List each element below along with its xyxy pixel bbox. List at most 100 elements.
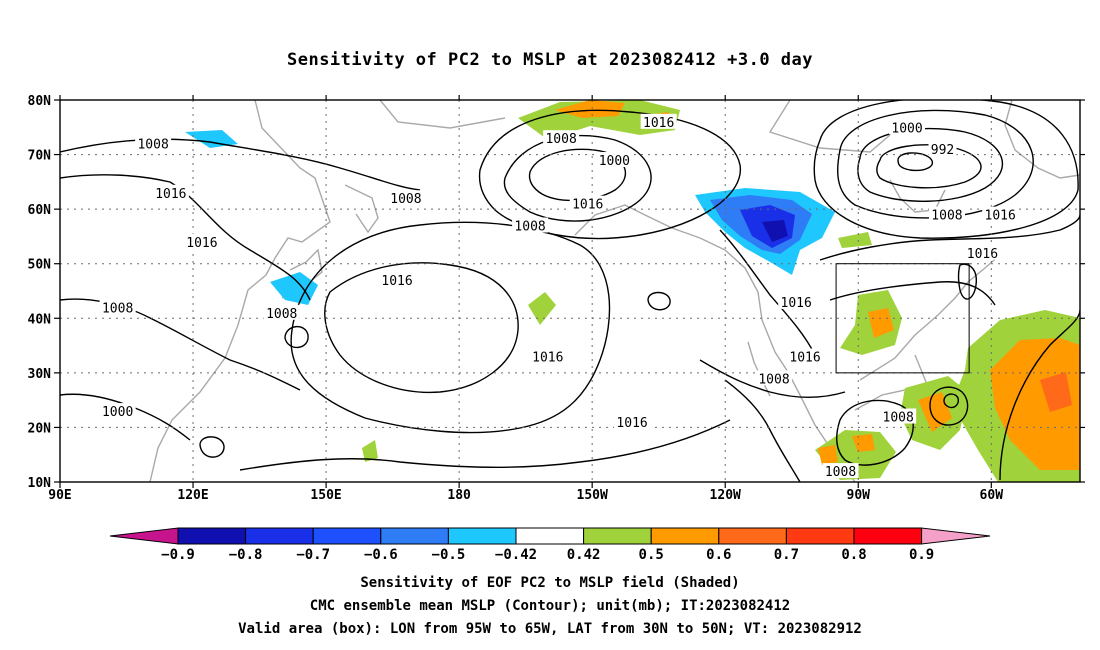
contour-label-bg [596,152,633,168]
contour-label-bg [379,272,416,288]
lon-label: 90E [48,488,71,503]
lon-label: 120E [177,488,208,503]
axis-ticks [54,95,1085,488]
lat-label: 30N [28,367,52,382]
valid-area-box [835,263,970,374]
colorbar-segment [245,527,314,545]
contour-label-bg [543,130,580,146]
colorbar-label: 0.5 [639,547,664,563]
contour-label-bg [135,135,172,151]
shade-orange-atlantic-core [1040,372,1072,412]
contour-label-bg [512,217,549,233]
contour-label-bg [880,408,917,424]
contour-label: 1008 [758,372,789,387]
contour-label: 1008 [545,132,576,147]
axis-labels: 90E 120E 150E 180 150W 120W 90W 60W 80N 70N 60N 50N… [28,94,1004,503]
shade-blue-nw-america-max [762,220,788,242]
contour-label-bg [152,184,189,200]
contour-label-bg [778,293,815,309]
contour-label-bg [964,244,1001,260]
coast-greenland [1004,100,1080,179]
map-frame [59,99,1081,483]
lat-label: 10N [28,476,52,491]
caption-shading: Sensitivity of EOF PC2 to MSLP field (Sh… [360,575,740,591]
contour-label: 1016 [967,247,998,262]
shade-orange-arctic [555,100,625,118]
colorbar-segment [177,527,247,545]
colorbar-segment [312,527,382,545]
colorbar-label: 0.6 [706,547,731,563]
contour-pacific-high-outer [290,221,611,434]
contour-label: 1016 [186,236,217,251]
contour-na-east-1016-south [829,281,996,306]
contour-label: 1016 [781,296,812,311]
lat-label: 80N [28,94,52,109]
lat-label: 50N [28,258,52,273]
contour-label: 1008 [137,138,168,153]
contour-label-bg [569,195,606,211]
contour-aleutian-outer [478,109,741,240]
contour-west-pacific-small [284,326,309,349]
map-gridlines [60,100,1080,482]
colorbar-segment [583,527,652,545]
colorbar-label: 0.8 [841,547,866,563]
contour-label-bg [982,206,1019,222]
contour-label: 1008 [514,220,545,235]
shade-orange-gulf [852,434,875,452]
contour-label: 992 [931,143,954,158]
contour-label: 1016 [789,350,820,365]
contour-label: 1000 [599,154,630,169]
contour-sw-pacific-small [199,436,225,458]
contour-label-bg [889,119,926,135]
contour-label: 1016 [155,187,186,202]
colorbar-label: −0.6 [364,547,398,563]
contour-atlantic-high [999,309,1080,481]
contour-pacific-1016 [239,419,731,471]
coast-kamchatka [344,184,379,234]
contour-caribbean-low [929,386,969,426]
colorbar-label: −0.5 [432,547,466,563]
contour-label-bg [614,413,651,429]
contour-iceland-low-1 [876,144,982,189]
contour-label: 1008 [931,209,962,224]
contour-label: 1008 [390,192,421,207]
lat-label: 20N [28,421,52,436]
shade-orange-atlantic [990,338,1080,470]
contour-label-bg [99,403,136,419]
map-title: Sensitivity of PC2 to MSLP at 2023082412… [286,50,813,70]
contour-label-bg [263,304,300,320]
colorbar-label: −0.42 [495,547,537,563]
contour-na-east-1016 [819,214,1080,261]
coast-arctic-north [379,100,891,153]
contour-caribbean-low-inner [943,393,960,409]
contour-na-1016-south [699,359,846,398]
contour-label: 1000 [891,121,922,136]
colorbar-segment [515,527,585,545]
coast-north-america-west [724,249,856,482]
contour-na-west-1016 [719,229,816,356]
lon-label: 150E [310,488,341,503]
coast-east-asia [149,100,331,482]
contour-asia-1008 [60,138,421,191]
colorbar-segment [853,527,923,545]
lon-label: 120W [710,488,741,503]
mslp-contours [60,100,1080,482]
contour-label: 1008 [102,301,133,316]
lon-label: 60W [980,488,1004,503]
contour-label-bg [787,348,824,364]
contour-label-bg [822,463,859,479]
colorbar-segment [785,527,855,545]
shade-blue-east-siberia [185,130,238,148]
contour-label: 1008 [825,465,856,480]
contour-aleutian-inner [528,148,627,202]
colorbar-label: −0.9 [161,547,195,563]
colorbar-label: 0.7 [774,547,799,563]
contour-label-bg [183,233,220,249]
shade-orange-east-us [868,308,894,338]
contour-label: 1000 [102,405,133,420]
contour-iceland-low-4 [813,100,1079,239]
contour-pacific-high [324,262,519,394]
colorbar-segment [447,527,517,545]
